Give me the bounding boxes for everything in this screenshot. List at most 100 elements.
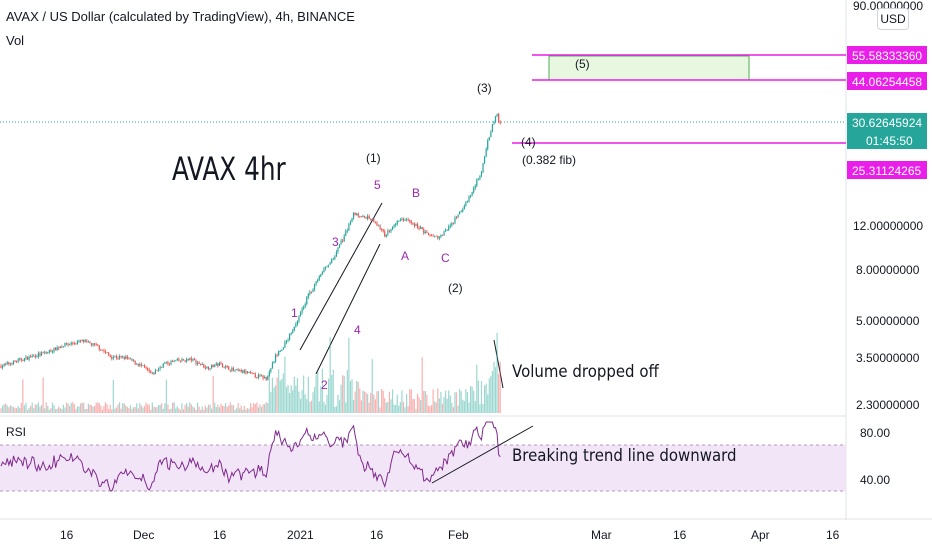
candle-body	[359, 216, 361, 218]
volume-bar	[440, 391, 442, 413]
candle-body	[332, 258, 334, 260]
candle-body	[438, 237, 440, 239]
volume-bar	[209, 404, 211, 413]
volume-bar	[426, 394, 428, 413]
candle-body	[242, 370, 244, 373]
candle-body	[184, 360, 186, 362]
candle-body	[217, 363, 219, 367]
volume-bar	[293, 376, 295, 413]
volume-bar	[214, 402, 216, 413]
chart-symbol-title[interactable]: AVAX / US Dollar (calculated by TradingV…	[6, 9, 355, 24]
candle-body	[14, 360, 16, 362]
volume-bar	[22, 379, 24, 413]
volume-trend-line[interactable]	[493, 339, 504, 389]
channel-lower-line[interactable]	[315, 243, 381, 375]
volume-bar	[306, 399, 308, 413]
volume-bar	[34, 404, 36, 413]
rsi-indicator-label[interactable]: RSI	[6, 425, 27, 439]
candle-body	[145, 367, 147, 369]
candle-body	[79, 340, 82, 342]
candle-body	[131, 358, 133, 361]
candle-body	[413, 223, 415, 226]
candle-body	[368, 216, 370, 219]
volume-bar	[460, 391, 462, 413]
candle-body	[182, 358, 185, 361]
channel-upper-line[interactable]	[299, 202, 383, 351]
volume-bar	[274, 385, 277, 413]
countdown-text: 01:45:50	[866, 134, 913, 148]
candle-body	[134, 360, 136, 365]
candle-body	[44, 352, 46, 354]
candle-body	[126, 356, 128, 359]
volume-bar	[356, 380, 358, 413]
candle-body	[346, 230, 348, 232]
candle-body	[309, 291, 311, 295]
volume-bar	[480, 381, 483, 413]
candle-body	[34, 355, 36, 358]
candle-body	[328, 264, 330, 266]
candle-body	[441, 235, 444, 236]
volume-bar	[47, 405, 49, 413]
candle-body	[84, 340, 86, 342]
volume-bar	[89, 405, 91, 413]
candle-body	[490, 132, 492, 138]
volume-bar	[206, 407, 208, 413]
volume-bar	[120, 408, 122, 413]
volume-bar	[78, 406, 80, 413]
currency-button[interactable]: USD	[877, 8, 909, 30]
candle-body	[382, 229, 384, 232]
volume-bar	[123, 403, 125, 413]
volume-bar	[87, 403, 89, 413]
candle-body	[226, 365, 228, 367]
wave-label-3-minor: 3	[332, 235, 339, 249]
volume-bar	[437, 388, 439, 413]
candle-body	[239, 370, 241, 371]
volume-bar	[315, 375, 317, 413]
volume-bar	[245, 409, 247, 413]
candle-body	[494, 116, 497, 122]
candle-body	[487, 140, 489, 149]
candle-body	[315, 281, 317, 284]
wave-5-target-box[interactable]	[548, 55, 750, 81]
candle-body	[295, 324, 297, 327]
volume-bar	[186, 403, 188, 413]
candle-body	[30, 356, 32, 358]
volume-bar	[396, 394, 398, 413]
candle-body	[168, 363, 171, 365]
volume-bar	[424, 391, 426, 413]
volume-bar	[273, 387, 275, 413]
candle-body	[89, 341, 91, 344]
volume-indicator-label[interactable]: Vol	[6, 33, 25, 48]
volume-bar	[239, 408, 241, 413]
candle-body	[337, 247, 339, 252]
volume-bar	[42, 377, 44, 413]
candle-body	[61, 346, 63, 348]
candle-body	[50, 350, 52, 352]
candle-body	[345, 231, 347, 236]
volume-bar	[154, 407, 157, 413]
volume-bar	[407, 406, 409, 413]
candle-body	[427, 232, 430, 235]
candle-body	[460, 211, 462, 213]
volume-bar	[466, 392, 469, 413]
candle-body	[385, 234, 387, 237]
candle-body	[67, 344, 69, 346]
candle-body	[159, 367, 161, 369]
volume-bar	[182, 409, 185, 413]
rsi-trend-line[interactable]	[431, 425, 534, 484]
candle-body	[237, 369, 239, 371]
wave-label-4-major: (4)	[521, 135, 536, 149]
volume-bar	[262, 404, 264, 413]
time-tick: 16	[213, 528, 227, 542]
candle-body	[468, 196, 470, 202]
candle-body	[373, 218, 375, 223]
candle-body	[432, 235, 434, 237]
candle-body	[17, 359, 19, 362]
volume-bar	[271, 377, 274, 413]
candle-body	[251, 372, 253, 374]
candle-body	[189, 358, 191, 360]
candle-body	[111, 357, 113, 359]
volume-bar	[292, 390, 294, 413]
candle-body	[415, 223, 417, 226]
volume-bar	[345, 402, 347, 413]
